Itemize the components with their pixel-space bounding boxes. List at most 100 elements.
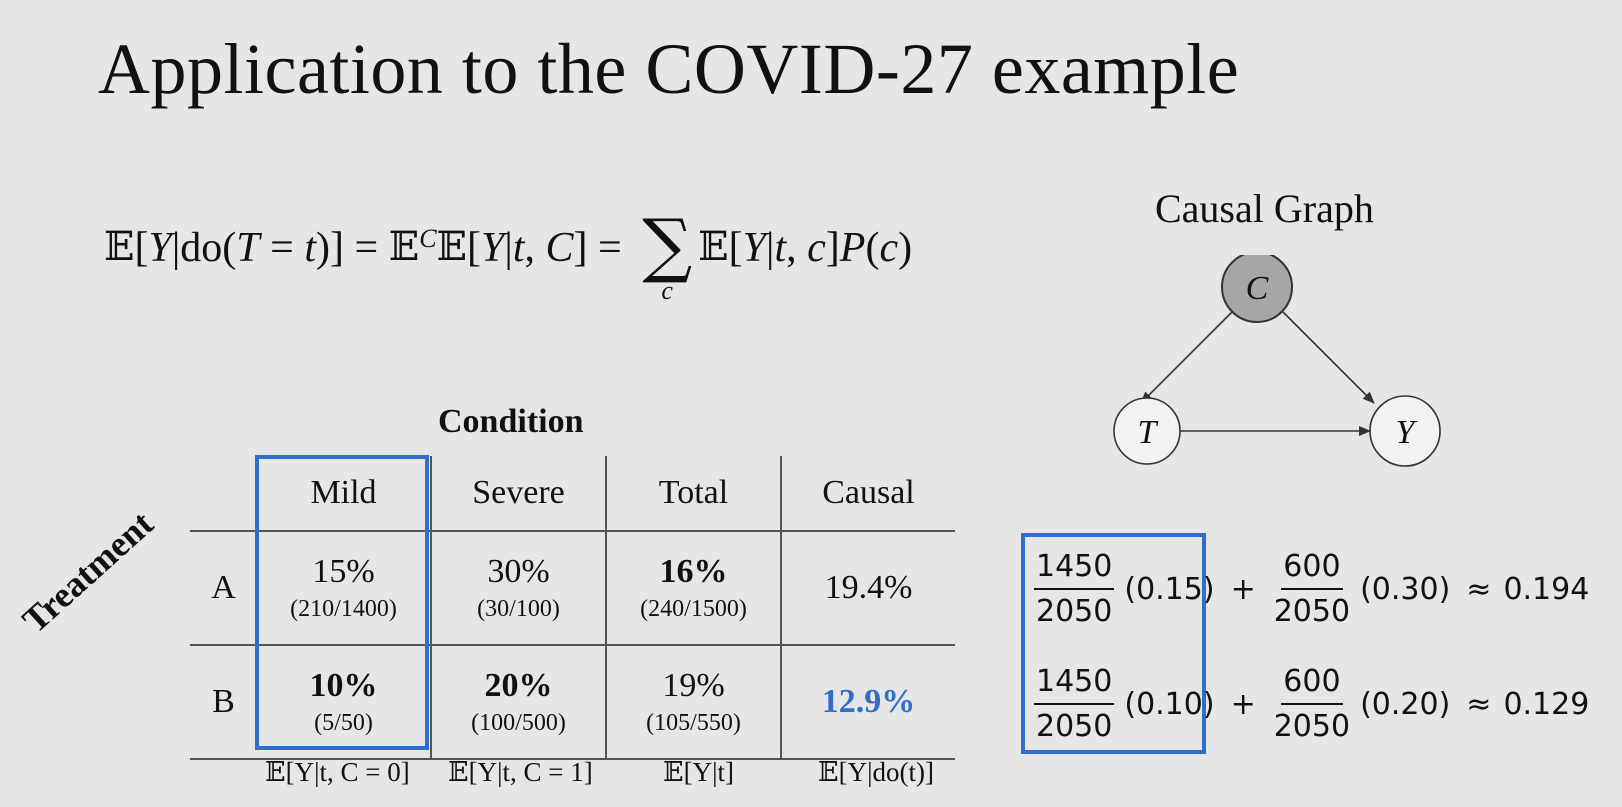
expectation-symbol: 𝔼 [104, 224, 135, 270]
plus-sign: + [1230, 686, 1256, 722]
column-header-severe: Severe [430, 456, 606, 531]
node-label-y: Y [1396, 414, 1418, 451]
formula-part: [ [134, 225, 149, 271]
column-header-total: Total [605, 456, 781, 531]
result-value: 0.194 [1503, 571, 1590, 607]
weight-fraction: 600 2050 [1274, 549, 1350, 629]
expectation-symbol: 𝔼 [698, 224, 729, 270]
weight-fraction: 1450 2050 [1034, 549, 1115, 629]
summation-index: c [661, 276, 673, 305]
summation: ∑ c [642, 210, 692, 306]
cell-pct: 16% [659, 553, 728, 590]
expression-label-total: 𝔼[Y|t] [663, 757, 734, 787]
cell-a-mild: 15% (210/1400) [257, 530, 431, 645]
formula-part: = [259, 225, 305, 271]
column-header-mild: Mild [310, 474, 377, 511]
formula-part: | [766, 225, 775, 271]
calc-row-a: 1450 2050 (0.15) + 600 2050 (0.30) ≈ 0.194 [1028, 549, 1589, 629]
cell-a-severe: 30% (30/100) [430, 530, 606, 645]
slide-title: Application to the COVID-27 example [98, 29, 1240, 109]
formula-part: t [512, 225, 525, 271]
node-outcome [1369, 395, 1441, 467]
row-label-b: B [190, 644, 257, 760]
cell-pct: 10% [309, 667, 378, 704]
formula-part: = [587, 225, 633, 271]
numerator: 600 [1281, 549, 1343, 590]
weight-fraction: 600 2050 [1274, 664, 1350, 744]
cell-b-mild: 10% (5/50) [257, 644, 431, 760]
causal-graph: C T Y [1113, 255, 1441, 467]
numerator: 600 [1281, 664, 1343, 705]
node-confounder [1221, 255, 1293, 323]
cell-pct-highlighted: 12.9% [821, 683, 916, 720]
approx-sign: ≈ [1466, 686, 1492, 722]
formula-part: T [236, 225, 260, 271]
mild-column-highlight [255, 455, 429, 750]
denominator: 2050 [1036, 709, 1113, 744]
formula-part: ( [865, 225, 880, 271]
expectation-symbol: 𝔼 [436, 224, 468, 270]
stratum-value: (0.30) [1360, 571, 1451, 607]
edge-c-to-y [1282, 311, 1375, 404]
formula-part: Y [148, 225, 172, 271]
formula-part: [ [467, 225, 482, 271]
formula-part: Y [742, 225, 767, 271]
causal-graph-title: Causal Graph [1155, 186, 1374, 231]
formula-part: ) [316, 225, 330, 271]
column-header-causal: Causal [780, 456, 955, 531]
expression-label-severe: 𝔼[Y|t, C = 1] [448, 757, 593, 787]
cell-frac: (240/1500) [640, 596, 747, 622]
cell-b-severe: 20% (100/500) [430, 644, 606, 760]
treatment-axis-label: Treatment [14, 503, 161, 641]
outcome-table: Mild Severe Total Causal A 15% (210/1400)… [190, 456, 955, 760]
cell-a-causal: 19.4% [780, 530, 955, 645]
weight-fraction: 1450 2050 [1034, 664, 1115, 744]
expression-label-mild: 𝔼[Y|t, C = 0] [265, 757, 410, 787]
calc-row-b: 1450 2050 (0.10) + 600 2050 (0.20) ≈ 0.129 [1028, 664, 1589, 744]
formula-part: ) [898, 225, 913, 271]
formula-part: c [879, 225, 899, 271]
formula-part: C [545, 225, 574, 271]
cell-b-causal: 12.9% [780, 644, 955, 760]
formula-part: , [524, 225, 546, 271]
row-label-a: A [190, 530, 257, 645]
cell-frac: (5/50) [314, 710, 373, 736]
weights-highlight [1021, 533, 1206, 754]
cell-pct: 19% [662, 667, 725, 704]
node-label-c: C [1246, 270, 1269, 307]
table-row-a: A 15% (210/1400) 30% (30/100) 16% (240/1500… [190, 530, 955, 645]
stratum-value: (0.10) [1124, 686, 1215, 722]
cell-pct: 19.4% [824, 569, 913, 606]
denominator: 2050 [1273, 594, 1351, 629]
formula-part: t [774, 225, 787, 271]
node-label-t: T [1138, 414, 1159, 451]
approx-sign: ≈ [1466, 571, 1492, 607]
formula-part: ( [222, 225, 237, 271]
denominator: 2050 [1036, 594, 1113, 629]
stratum-value: (0.15) [1124, 571, 1215, 607]
expression-label-causal: 𝔼[Y|do(t)] [818, 757, 934, 787]
node-treatment [1113, 397, 1181, 465]
formula-part: c [807, 225, 826, 271]
formula-part: P [839, 225, 866, 271]
numerator: 1450 [1034, 664, 1115, 705]
cell-frac: (100/500) [471, 710, 566, 736]
formula-part: , [786, 225, 808, 271]
corner-cell [190, 456, 257, 531]
cell-a-total: 16% (240/1500) [605, 530, 781, 645]
edge-c-to-t [1140, 311, 1233, 404]
table-header-row: Mild Severe Total Causal [190, 456, 955, 531]
formula-part: | [171, 225, 181, 271]
cell-frac: (105/550) [646, 710, 741, 736]
numerator: 1450 [1034, 549, 1115, 590]
cell-b-total: 19% (105/550) [605, 644, 781, 760]
cell-pct: 30% [487, 553, 550, 590]
condition-header: Condition [438, 403, 584, 440]
formula-part: ] [573, 225, 588, 271]
formula-part: | [504, 225, 513, 271]
summation-symbol: ∑ [642, 204, 693, 286]
cell-frac: (30/100) [477, 596, 560, 622]
cell-pct: 15% [312, 553, 375, 590]
stratum-value: (0.20) [1360, 686, 1451, 722]
formula-part: ] [330, 225, 344, 271]
